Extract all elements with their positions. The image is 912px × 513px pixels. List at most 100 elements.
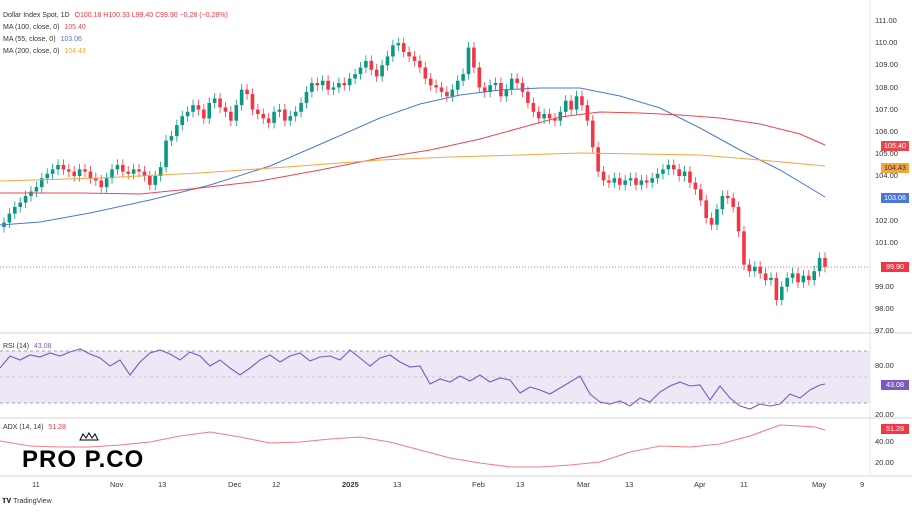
candle-body [13,207,17,214]
x-tick: Apr [694,480,706,489]
ma200-value: 104.43 [64,48,86,55]
candle-body [266,118,271,123]
candle-body [526,91,530,103]
ohlc-values: O100.18 H100.33 L99.40 C99.90 −0.28 (−0.… [74,12,228,19]
adx-legend[interactable]: ADX (14, 14) 51.28 [3,423,66,433]
ma200-legend[interactable]: MA (200, close, 0) 104.43 [3,47,86,57]
candle-body [207,102,212,119]
adx-label: ADX (14, 14) [3,424,44,431]
candle-body [671,164,676,170]
candle-body [536,111,541,119]
candle-body [358,67,363,75]
candle-body [515,78,519,83]
candle-body [239,89,244,106]
candle-body [229,111,233,121]
candle-body [337,83,341,88]
candle-body [288,116,293,121]
ma55-value: 103.06 [60,36,82,43]
x-tick: 11 [32,480,40,489]
candle-body [164,140,168,168]
y-tick: 97.00 [875,326,894,335]
ma55-legend[interactable]: MA (55, close, 0) 103.06 [3,35,82,45]
candle-body [817,257,822,272]
candle-body [715,209,719,225]
candle-body [23,195,28,203]
rsi-legend[interactable]: RSI (14) 43.08 [3,342,52,352]
x-tick: Mar [577,480,590,489]
candle-body [196,105,201,110]
candle-body [250,94,255,110]
candle-body [45,173,50,179]
candle-body [283,109,287,121]
candle-body [623,180,627,185]
y-tick: 106.00 [875,127,898,136]
candle-body [385,56,390,66]
candle-body [148,176,152,185]
ma100-value: 105.40 [64,24,86,31]
candle-body [396,43,401,46]
tradingview-logo-icon: 𝐓𝐕 [2,498,14,505]
candle-body [736,207,741,232]
candle-body [347,78,352,86]
y-tick: 110.00 [875,38,898,47]
candle-body [472,47,476,68]
candle-body [218,98,222,108]
candle-body [482,87,487,92]
candle-body [401,43,406,52]
candle-body [277,109,282,112]
symbol-title[interactable]: Dollar Index Spot, 1D [3,12,70,19]
y-tick: 109.00 [875,60,898,69]
adx-y-tick: 40.00 [875,437,894,446]
y-tick: 105.00 [875,149,898,158]
candle-body [104,178,109,188]
candle-body [823,257,827,267]
rsi-y-tick: 80.00 [875,361,894,370]
ma200-label: MA (200, close, 0) [3,48,60,55]
x-tick: 13 [625,480,634,489]
candle-body [796,273,800,283]
candle-body [644,180,649,183]
candle-body [731,198,735,207]
candle-body [666,164,671,170]
candle-body [142,171,147,176]
candle-body [747,264,752,272]
candle-body [40,178,44,188]
ma200-price-tag: 104.43 [881,163,909,173]
candle-body [18,202,23,207]
candle-body [758,266,762,274]
candle-body [628,178,633,181]
rsi-y-tick: 20.00 [875,410,894,419]
candle-body [391,45,395,57]
candle-body [326,80,330,90]
watermark-logo: PRO P.CO [22,446,145,473]
tradingview-branding[interactable]: 𝐓𝐕 TradingView [2,498,52,506]
x-tick: Nov [110,480,124,489]
candle-body [412,56,417,61]
candle-body [455,80,460,90]
candle-body [682,171,687,176]
x-tick: Dec [228,480,242,489]
candle-body [234,105,239,121]
candle-body [769,277,773,281]
candle-body [315,83,320,86]
y-tick: 107.00 [875,105,898,114]
x-tick: 13 [158,480,167,489]
candle-body [688,171,692,183]
candle-body [655,173,660,179]
ma100-price-tag: 105.40 [881,141,909,151]
candle-body [752,266,757,272]
candle-body [67,169,71,172]
candle-body [83,169,87,172]
candle-body [693,182,698,190]
candle-body [677,169,681,176]
candle-body [439,87,444,92]
candle-body [56,164,60,170]
ma100-legend[interactable]: MA (100, close, 0) 105.40 [3,23,86,33]
x-tick: 13 [516,480,525,489]
candle-body [29,191,33,196]
candle-body [634,178,638,185]
candle-body [563,100,568,112]
candle-body [110,169,114,179]
